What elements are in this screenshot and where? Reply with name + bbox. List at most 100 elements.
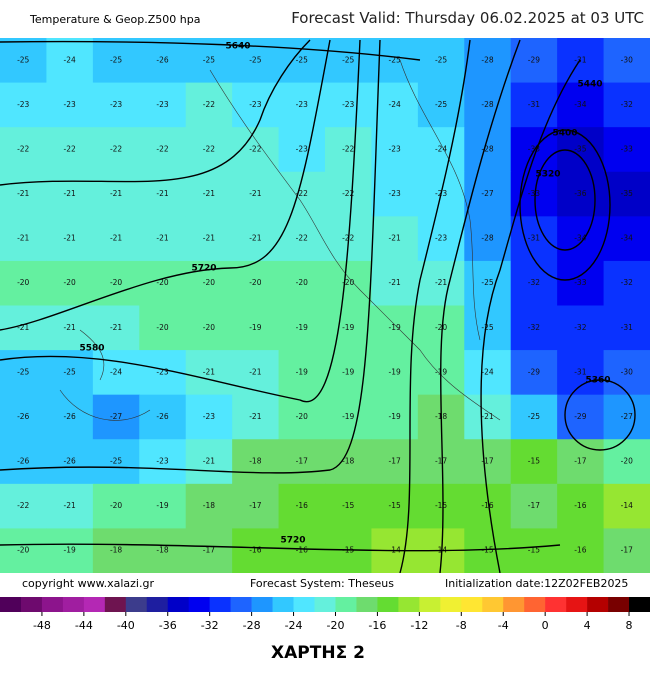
temperature-cell bbox=[46, 439, 94, 485]
temperature-label: -29 bbox=[574, 412, 586, 421]
colorbar-box bbox=[167, 597, 190, 612]
temperature-label: -34 bbox=[621, 234, 633, 243]
colorbar-box bbox=[566, 597, 588, 612]
temperature-cell bbox=[325, 439, 372, 485]
temperature-label: -15 bbox=[528, 546, 540, 555]
temperature-cell bbox=[185, 216, 233, 262]
temperature-label: -17 bbox=[574, 457, 586, 466]
temperature-cell bbox=[46, 82, 94, 128]
temperature-label: -20 bbox=[203, 278, 215, 287]
temperature-cell bbox=[557, 528, 605, 574]
temperature-label: -23 bbox=[203, 412, 215, 421]
temperature-label: -20 bbox=[156, 278, 168, 287]
temperature-label: -18 bbox=[342, 457, 354, 466]
header-bg bbox=[0, 0, 650, 38]
temperature-label: -21 bbox=[156, 234, 168, 243]
temperature-label: -33 bbox=[574, 278, 586, 287]
temperature-cell bbox=[325, 38, 372, 84]
colorbar-box bbox=[419, 597, 441, 612]
temperature-cell bbox=[603, 260, 650, 306]
temperature-cell bbox=[0, 38, 47, 84]
temperature-grid: -25 -24 -25 -26 -25 -25 -25 -25 -25 -25 -28 -29 -31 -… bbox=[0, 38, 650, 574]
temperature-label: -36 bbox=[574, 189, 586, 198]
temperature-label: -27 bbox=[621, 412, 633, 421]
contour-label: 5580 bbox=[79, 344, 104, 354]
temperature-cell bbox=[278, 439, 326, 485]
temperature-label: -25 bbox=[481, 278, 493, 287]
temperature-cell bbox=[139, 483, 187, 529]
temperature-label: -25 bbox=[249, 55, 261, 64]
temperature-label: -22 bbox=[17, 144, 29, 153]
colorbar-box bbox=[377, 597, 399, 612]
temperature-cell bbox=[92, 38, 140, 84]
coastlines bbox=[59, 59, 501, 421]
temperature-label: -25 bbox=[110, 55, 122, 64]
temperature-cell bbox=[92, 171, 140, 217]
temperature-label: -32 bbox=[574, 323, 586, 332]
temperature-cell bbox=[139, 439, 187, 485]
temperature-cell bbox=[92, 216, 140, 262]
temperature-cell bbox=[417, 127, 465, 173]
temperature-label: -23 bbox=[249, 100, 261, 109]
temperature-label: -26 bbox=[156, 412, 168, 421]
temperature-label: -25 bbox=[64, 367, 76, 376]
temperature-label: -17 bbox=[528, 501, 540, 510]
footer-init: Initialization date:12Z02FEB2025 bbox=[445, 577, 628, 590]
temperature-label: -20 bbox=[621, 457, 633, 466]
temperature-cell bbox=[232, 350, 280, 396]
temperature-label: -22 bbox=[203, 144, 215, 153]
colorbar-box bbox=[230, 597, 252, 612]
colorbar-tick-label: -32 bbox=[201, 619, 219, 632]
colorbar-box bbox=[608, 597, 630, 612]
colorbar-tick-label: 8 bbox=[626, 619, 633, 632]
temperature-cell bbox=[510, 394, 558, 440]
temperature-cell bbox=[371, 171, 419, 217]
header-right: Forecast Valid: Thursday 06.02.2025 at 0… bbox=[291, 9, 644, 27]
temperature-label: -20 bbox=[17, 278, 29, 287]
temperature-cell bbox=[510, 483, 558, 529]
temperature-label: -29 bbox=[528, 55, 540, 64]
colorbar-box bbox=[524, 597, 546, 612]
temperature-cell bbox=[232, 305, 280, 351]
temperature-cell bbox=[185, 127, 233, 173]
temperature-cell bbox=[371, 216, 419, 262]
temperature-cell bbox=[417, 260, 465, 306]
temperature-cell bbox=[0, 82, 47, 128]
temperature-label: -25 bbox=[110, 457, 122, 466]
colorbar-box bbox=[41, 597, 64, 612]
temperature-cell bbox=[371, 127, 419, 173]
temperature-label: -32 bbox=[621, 278, 633, 287]
colorbar-box bbox=[146, 597, 169, 612]
temperature-cell bbox=[232, 171, 280, 217]
temperature-label: -21 bbox=[64, 234, 76, 243]
temperature-label: -30 bbox=[621, 55, 633, 64]
temperature-cell bbox=[92, 394, 140, 440]
temperature-cell bbox=[371, 260, 419, 306]
temperature-cell bbox=[464, 394, 512, 440]
temperature-label: -33 bbox=[528, 144, 540, 153]
temperature-cell bbox=[325, 305, 372, 351]
temperature-label: -19 bbox=[64, 546, 76, 555]
colorbar-tick-label: -16 bbox=[368, 619, 386, 632]
temperature-label: -22 bbox=[249, 144, 261, 153]
temperature-cell bbox=[557, 216, 605, 262]
temperature-cell bbox=[325, 171, 372, 217]
colorbar: -48 -44 -40 -36 -32 -28 -24 -20 -16 -12 -8 -4 0 4 8 bbox=[0, 597, 650, 632]
colorbar-tick-label: -48 bbox=[33, 619, 51, 632]
temperature-label: -23 bbox=[156, 100, 168, 109]
temperature-label: -15 bbox=[435, 501, 447, 510]
temperature-label: -25 bbox=[481, 323, 493, 332]
colorbar-box bbox=[62, 597, 85, 612]
contours bbox=[0, 39, 636, 574]
temperature-label: -19 bbox=[296, 367, 308, 376]
temperature-cell bbox=[510, 216, 558, 262]
colorbar-box bbox=[629, 597, 650, 612]
colorbar-tick-label: -28 bbox=[243, 619, 261, 632]
temperature-label: -16 bbox=[481, 501, 493, 510]
temperature-cell bbox=[185, 38, 233, 84]
temperature-label: -23 bbox=[389, 189, 401, 198]
temperature-cell bbox=[325, 260, 372, 306]
temperature-cell bbox=[278, 528, 326, 574]
temperature-label: -20 bbox=[342, 278, 354, 287]
temperature-cell bbox=[232, 528, 280, 574]
